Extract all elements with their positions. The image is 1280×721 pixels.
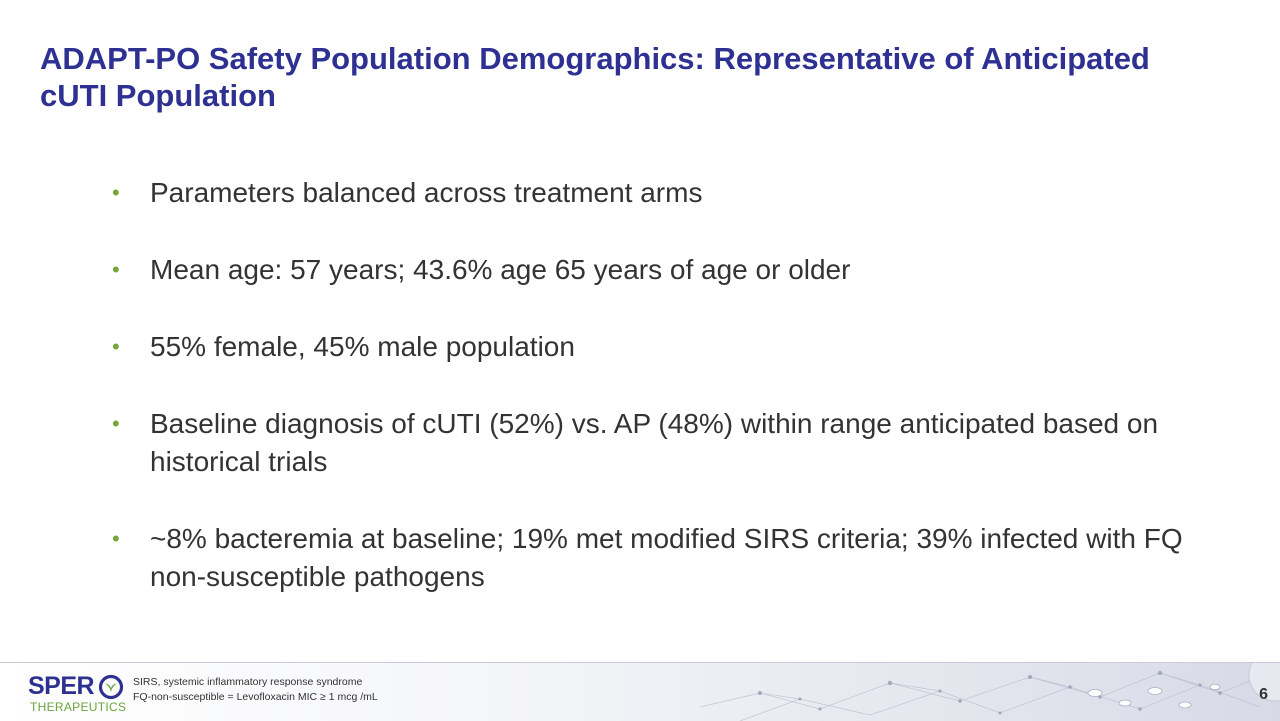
slide-footer: SPER THERAPEUTICS SIRS, systemic inflamm… — [0, 662, 1280, 721]
logo-wordmark: SPER — [28, 672, 95, 700]
slide-title: ADAPT-PO Safety Population Demographics:… — [40, 41, 1150, 113]
bullet-marker: • — [112, 411, 120, 436]
footnote: FQ-non-susceptible = Levofloxacin MIC ≥ … — [133, 691, 378, 703]
bullet-item: • ~8% bacteremia at baseline; 19% met mo… — [112, 520, 1222, 596]
bullet-item: • Parameters balanced across treatment a… — [112, 174, 1222, 212]
molecular-network-pattern-icon — [700, 663, 1280, 721]
bullet-text: ~8% bacteremia at baseline; 19% met modi… — [150, 523, 1183, 592]
bullet-item: • Mean age: 57 years; 43.6% age 65 years… — [112, 251, 1222, 289]
spero-o-leaf-icon — [98, 674, 124, 700]
bullet-text: Parameters balanced across treatment arm… — [150, 177, 703, 208]
footnote: SIRS, systemic inflammatory response syn… — [133, 676, 363, 688]
page-number: 6 — [1259, 686, 1268, 703]
company-logo: SPER THERAPEUTICS — [28, 673, 128, 715]
footnotes: SIRS, systemic inflammatory response syn… — [133, 675, 378, 705]
bullet-item: • 55% female, 45% male population — [112, 328, 1222, 366]
bullet-marker: • — [112, 180, 120, 205]
bullet-item: • Baseline diagnosis of cUTI (52%) vs. A… — [112, 405, 1222, 481]
logo-tagline: THERAPEUTICS — [30, 700, 127, 714]
bullet-marker: • — [112, 257, 120, 282]
bullet-text: Mean age: 57 years; 43.6% age 65 years o… — [150, 254, 851, 285]
bullet-text: Baseline diagnosis of cUTI (52%) vs. AP … — [150, 408, 1159, 477]
bullet-list: • Parameters balanced across treatment a… — [112, 174, 1222, 635]
bullet-text: 55% female, 45% male population — [150, 331, 575, 362]
bullet-marker: • — [112, 334, 120, 359]
bullet-marker: • — [112, 526, 120, 551]
